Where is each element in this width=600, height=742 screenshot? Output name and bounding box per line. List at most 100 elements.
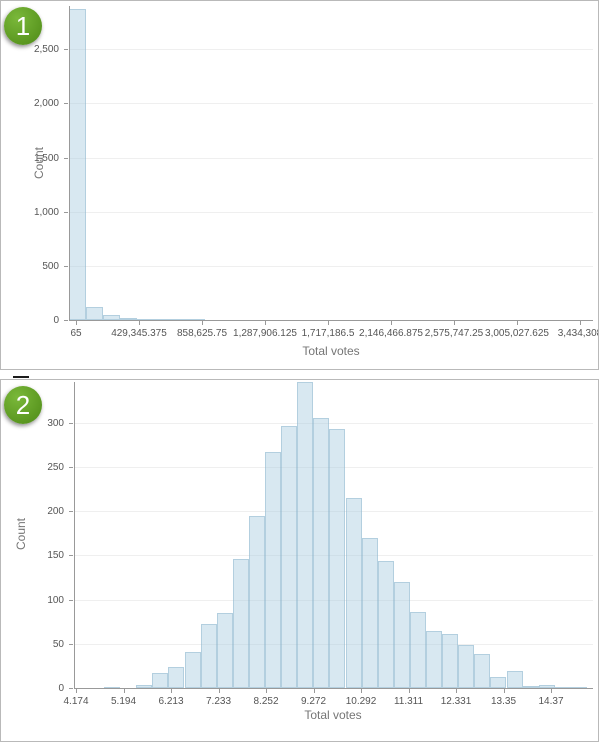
- y-axis-title: Count: [32, 146, 46, 180]
- histogram-bar[interactable]: [345, 497, 362, 688]
- y-axis-title: Count: [14, 517, 28, 551]
- x-tick-label: 2,575,747.25: [424, 328, 484, 339]
- histogram-bar[interactable]: [458, 644, 475, 688]
- histogram-bar[interactable]: [152, 673, 169, 688]
- histogram-panel-1: 1 0 500 1,000 1,500 2,000 2,500 65 429,345.375 8…: [0, 0, 599, 370]
- x-tick-label: 1,287,906.125: [233, 328, 297, 339]
- histogram-bar[interactable]: [168, 666, 185, 688]
- histogram-bar[interactable]: [442, 634, 459, 688]
- y-tick-label: 2,000: [33, 98, 59, 110]
- x-tick-label: 13.35: [490, 696, 517, 707]
- histogram-bar[interactable]: [377, 560, 394, 688]
- y-tick-mark: [64, 157, 68, 159]
- histogram-bar[interactable]: [297, 382, 314, 688]
- histogram-bar[interactable]: [136, 684, 153, 688]
- x-tick-label: 1,717,186.5: [301, 328, 355, 339]
- x-tick-label: 4.174: [63, 696, 89, 707]
- histogram-bar[interactable]: [522, 686, 539, 689]
- histogram-bar[interactable]: [426, 630, 443, 688]
- x-tick-label: 14.37: [538, 696, 564, 707]
- x-tick-mark: [202, 321, 203, 325]
- y-tick-mark: [64, 320, 68, 321]
- histogram-bar[interactable]: [313, 418, 330, 688]
- y-tick-mark: [64, 265, 68, 267]
- y-tick-label: 0: [58, 683, 64, 694]
- y-tick-mark: [69, 643, 73, 645]
- histogram-bar[interactable]: [120, 317, 137, 320]
- gridline: [69, 157, 593, 159]
- x-tick-mark: [171, 689, 172, 693]
- y-tick-mark: [69, 688, 73, 689]
- histogram-bar[interactable]: [281, 425, 298, 688]
- y-tick-mark: [69, 599, 73, 601]
- histogram-bar[interactable]: [538, 685, 555, 688]
- x-tick-mark: [139, 321, 140, 325]
- x-tick-label: 8.252: [253, 696, 279, 707]
- histogram-bar[interactable]: [409, 612, 426, 688]
- x-axis-title: Total votes: [304, 708, 362, 722]
- x-axis-line: [74, 688, 593, 689]
- gridline: [74, 467, 593, 468]
- y-tick-label: 100: [47, 594, 64, 606]
- histogram-bar[interactable]: [69, 8, 86, 320]
- y-tick-label: 1,000: [33, 206, 59, 218]
- histogram-bar[interactable]: [216, 612, 233, 688]
- histogram-bar[interactable]: [265, 452, 282, 688]
- x-tick-label: 429,345.375: [111, 328, 167, 339]
- x-tick-mark: [328, 321, 329, 325]
- histogram-chart-log-votes: 0 50 100 150 200 250 300 4.174 5.194 6.213 7.233 8.…: [1, 380, 598, 741]
- y-axis-line: [69, 6, 70, 320]
- x-tick-mark: [456, 689, 457, 693]
- histogram-bar[interactable]: [248, 515, 265, 688]
- gridline: [74, 511, 593, 513]
- panel-number-badge: 2: [4, 386, 42, 424]
- y-tick-label: 2,500: [33, 44, 59, 56]
- y-tick-label: 300: [47, 417, 64, 429]
- x-tick-mark: [265, 321, 266, 325]
- divider-artifact: [13, 376, 29, 378]
- x-tick-mark: [551, 689, 552, 693]
- y-tick-label: 1,500: [33, 152, 59, 164]
- x-tick-label: 12.331: [440, 696, 472, 707]
- histogram-bar[interactable]: [393, 581, 410, 688]
- histogram-bar[interactable]: [232, 558, 249, 688]
- histogram-bar[interactable]: [184, 651, 201, 688]
- histogram-bar[interactable]: [361, 537, 378, 688]
- histogram-bar[interactable]: [329, 429, 346, 688]
- x-axis-title: Total votes: [302, 344, 360, 358]
- x-tick-label: 6.213: [158, 696, 184, 707]
- x-axis-line: [69, 320, 593, 321]
- x-tick-mark: [123, 689, 125, 693]
- x-tick-mark: [503, 689, 505, 693]
- x-tick-mark: [76, 321, 77, 325]
- x-tick-mark: [408, 689, 410, 693]
- histogram-bar[interactable]: [103, 315, 120, 320]
- x-tick-label: 5.194: [110, 696, 137, 707]
- histogram-bar[interactable]: [506, 671, 523, 688]
- x-tick-mark: [454, 321, 455, 325]
- histogram-bar[interactable]: [490, 677, 507, 688]
- y-tick-label: 500: [42, 260, 59, 272]
- y-tick-mark: [64, 103, 68, 105]
- x-tick-label: 9.272: [300, 696, 327, 707]
- gridline: [69, 265, 593, 267]
- histogram-bar[interactable]: [474, 654, 491, 688]
- y-tick-mark: [69, 555, 73, 557]
- x-tick-label: 858,625.75: [176, 328, 228, 339]
- y-tick-mark: [64, 49, 68, 51]
- gridline: [74, 643, 593, 645]
- x-tick-mark: [313, 689, 315, 693]
- gridline: [74, 422, 593, 424]
- histogram-bar[interactable]: [200, 623, 217, 688]
- histogram-panel-2: 2 0 50 100 150 200 250 300 4.174 5.194 6.213 7.233…: [0, 379, 599, 742]
- x-tick-mark: [580, 321, 581, 325]
- y-tick-mark: [69, 511, 73, 513]
- gridline: [74, 555, 593, 557]
- y-tick-mark: [69, 422, 73, 424]
- x-tick-label: 7.233: [205, 696, 232, 707]
- y-axis-line: [74, 382, 75, 688]
- gridline: [69, 103, 593, 105]
- y-tick-label: 0: [53, 315, 59, 326]
- histogram-bar[interactable]: [86, 307, 103, 320]
